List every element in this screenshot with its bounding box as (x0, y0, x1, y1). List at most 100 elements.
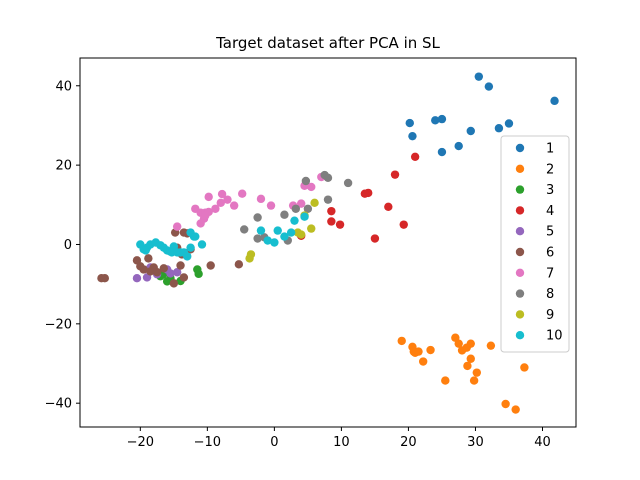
x-tick-label: 0 (270, 435, 278, 450)
point-series-6-19 (206, 261, 215, 270)
legend-label-4: 4 (546, 204, 554, 219)
legend-label-2: 2 (546, 162, 554, 177)
legend-marker-10 (515, 331, 525, 340)
point-series-2-7 (462, 343, 471, 352)
point-series-8-9 (240, 225, 249, 234)
x-tick-label: 40 (534, 435, 551, 450)
point-series-2-13 (418, 357, 428, 366)
point-series-8-8 (280, 210, 289, 219)
point-series-9-2 (307, 224, 316, 233)
point-series-2-17 (441, 376, 450, 385)
point-series-7-8 (266, 201, 276, 210)
x-tick-label: 20 (400, 435, 417, 450)
point-series-1-11 (437, 147, 447, 157)
point-series-2-14 (463, 361, 472, 371)
point-series-1-6 (504, 119, 514, 128)
point-series-8-7 (253, 213, 262, 222)
legend-label-10: 10 (546, 329, 563, 344)
point-series-1-4 (431, 116, 440, 125)
point-series-10-22 (273, 226, 282, 235)
point-series-7-16 (201, 211, 210, 220)
point-series-2-12 (466, 354, 475, 363)
point-series-7-4 (256, 194, 266, 204)
point-series-4-7 (335, 220, 345, 229)
point-series-10-25 (290, 216, 299, 225)
point-series-10-19 (191, 232, 200, 241)
point-series-9-0 (310, 198, 319, 208)
point-series-7-2 (204, 192, 213, 202)
chart-title: Target dataset after PCA in SL (215, 34, 440, 52)
legend-label-5: 5 (546, 225, 554, 240)
point-series-2-20 (511, 405, 520, 414)
point-series-7-1 (223, 195, 232, 204)
point-series-1-9 (408, 131, 417, 141)
point-series-3-1 (194, 269, 203, 279)
series-10 (136, 212, 309, 261)
point-series-9-6 (245, 254, 254, 263)
point-series-10-21 (256, 226, 266, 235)
point-series-2-15 (520, 363, 529, 372)
point-series-1-5 (437, 114, 447, 124)
point-series-7-18 (296, 199, 306, 208)
y-tick-label: 0 (64, 238, 72, 253)
point-series-6-1 (100, 274, 110, 283)
point-series-8-6 (323, 195, 333, 204)
series-2 (397, 333, 529, 414)
point-series-6-9 (152, 268, 162, 277)
point-series-5-0 (132, 274, 142, 283)
legend-label-3: 3 (546, 183, 554, 198)
point-series-5-6 (172, 268, 182, 277)
x-tick-label: −10 (194, 435, 221, 450)
plot-frame (79, 57, 577, 428)
point-series-2-0 (397, 336, 406, 346)
legend-label-9: 9 (546, 308, 554, 323)
point-series-7-15 (172, 222, 182, 231)
point-series-6-7 (144, 254, 153, 263)
legend-marker-6 (515, 247, 525, 257)
point-series-7-14 (196, 219, 205, 228)
point-series-4-6 (327, 217, 336, 226)
point-series-10-16 (186, 243, 195, 252)
point-series-4-5 (327, 206, 336, 216)
point-series-1-1 (484, 82, 494, 91)
point-series-10-20 (197, 240, 207, 249)
point-series-2-18 (469, 376, 479, 385)
point-series-7-3 (238, 189, 247, 198)
point-series-4-8 (399, 220, 408, 229)
point-series-4-3 (360, 189, 370, 198)
legend-label-1: 1 (546, 142, 554, 157)
point-series-6-4 (139, 265, 148, 274)
series-8 (240, 170, 353, 245)
y-axis: −40 −20 0 20 40 (45, 79, 80, 412)
point-series-4-10 (370, 234, 380, 243)
legend-marker-8 (515, 289, 525, 298)
point-series-7-6 (216, 198, 225, 208)
series-4 (296, 152, 420, 243)
legend-marker-1 (515, 143, 525, 153)
point-series-10-15 (183, 252, 192, 261)
y-tick-label: −20 (45, 317, 72, 332)
point-series-4-0 (410, 152, 420, 161)
point-series-8-4 (291, 204, 301, 213)
x-tick-label: 30 (467, 435, 484, 450)
legend-marker-7 (515, 268, 525, 277)
point-series-6-11 (176, 261, 185, 270)
point-series-1-2 (550, 96, 559, 106)
series-9 (245, 198, 319, 263)
point-series-9-4 (296, 230, 306, 239)
point-series-10-24 (280, 232, 289, 241)
point-series-7-5 (211, 204, 220, 213)
point-series-8-1 (323, 173, 333, 183)
point-series-10-26 (300, 212, 309, 221)
point-series-1-3 (405, 118, 414, 128)
legend-box (500, 135, 570, 353)
point-series-8-5 (303, 204, 313, 213)
point-series-6-10 (169, 279, 179, 288)
legend-marker-9 (515, 310, 525, 319)
point-series-2-11 (414, 347, 423, 356)
x-axis: −20 −10 0 10 20 30 40 (127, 427, 551, 450)
point-series-2-8 (426, 345, 435, 355)
point-series-8-10 (253, 234, 262, 243)
point-series-2-19 (501, 399, 510, 409)
